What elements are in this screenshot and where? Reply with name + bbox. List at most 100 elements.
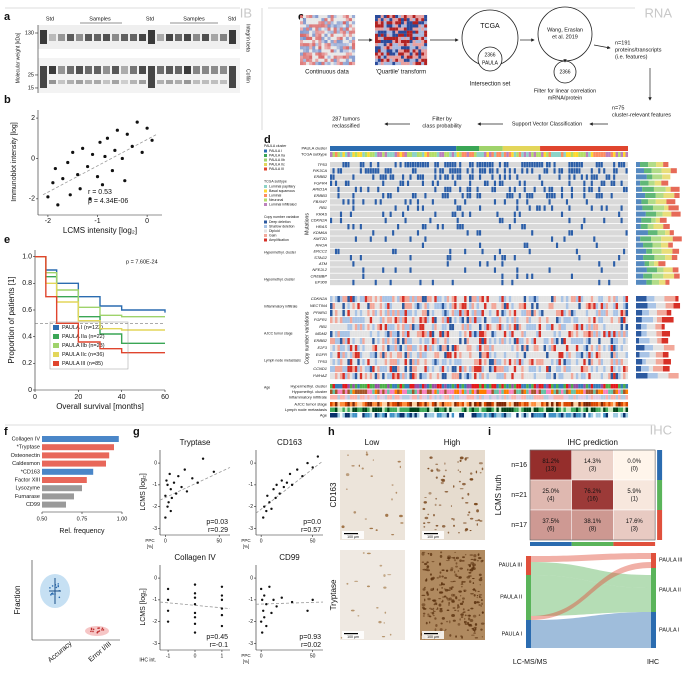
annotation-cell — [359, 395, 363, 400]
annotation-cell — [625, 389, 629, 394]
cnv-cell — [618, 303, 621, 310]
cnv-cell — [339, 331, 343, 338]
cnv-cell — [359, 352, 363, 359]
heatmap-cell — [412, 55, 416, 59]
cnv-cell — [503, 373, 507, 380]
cnv-cell — [513, 317, 517, 324]
cnv-cell — [615, 366, 619, 373]
cnv-cell — [397, 359, 400, 366]
heatmap-cell — [386, 52, 390, 56]
annotation-cell — [397, 395, 400, 400]
cnv-cell — [404, 331, 408, 338]
annotation-cell — [364, 384, 368, 389]
cnv-cell — [513, 331, 517, 338]
heatmap-cell — [395, 27, 399, 31]
mutation-cell — [459, 174, 462, 180]
annotation-cell — [491, 389, 494, 394]
legend-item: Neuronal — [269, 198, 283, 202]
cnv-cell — [464, 324, 467, 331]
heatmap-cell — [315, 61, 319, 66]
heatmap-cell — [409, 43, 413, 47]
cnv-cell — [603, 359, 606, 366]
mutation-cell — [541, 180, 544, 186]
freq-bar — [664, 296, 676, 302]
annotation-cell — [389, 384, 393, 389]
cnv-cell — [446, 296, 450, 303]
cnv-cell — [409, 345, 412, 352]
bar — [42, 444, 114, 451]
cnv-cell — [456, 324, 460, 331]
annotation-cell — [349, 389, 353, 394]
cnv-cell — [464, 352, 467, 359]
freq-bar — [659, 279, 666, 285]
step-label: Filter by — [432, 116, 452, 122]
heatmap-cell — [375, 52, 378, 56]
point — [306, 609, 309, 612]
cnv-cell — [491, 359, 494, 366]
annotation-cell — [555, 384, 559, 389]
mutation-cell — [471, 174, 474, 180]
cnv-cell — [558, 310, 561, 317]
cnv-cell — [613, 317, 616, 324]
heatmap-cell — [345, 30, 349, 34]
cnv-cell — [615, 359, 619, 366]
cnv-cell — [446, 310, 450, 317]
heatmap-cell — [377, 15, 381, 19]
stained-cell — [421, 551, 426, 554]
mutation-cell — [513, 255, 516, 261]
annotation-cell — [352, 402, 355, 407]
mutation-cell — [469, 174, 472, 180]
subtype-cell — [590, 152, 594, 157]
cnv-cell — [426, 317, 430, 324]
point — [166, 598, 170, 602]
annotation-cell — [620, 407, 624, 412]
cnv-cell — [553, 366, 557, 373]
cnv-cell — [531, 317, 534, 324]
cnv-cell — [456, 303, 460, 310]
heatmap-cell — [330, 21, 334, 25]
cnv-cell — [429, 296, 432, 303]
mutation-cell — [605, 205, 608, 211]
cnv-cell — [511, 331, 514, 338]
cnv-cell — [558, 373, 561, 380]
cnv-cell — [506, 366, 509, 373]
heatmap-cell — [342, 40, 346, 44]
cnv-cell — [337, 366, 340, 373]
point — [193, 631, 197, 634]
mutation-cell — [528, 205, 531, 211]
cnv-cell — [367, 331, 370, 338]
heatmap-cell — [421, 33, 425, 37]
x-tick-label: 0 — [33, 394, 37, 401]
heatmap-cell — [403, 27, 407, 31]
freq-bar — [645, 359, 656, 365]
annotation-cell — [555, 395, 559, 400]
mutation-cell — [416, 162, 420, 168]
annotation-cell — [518, 402, 522, 407]
annotation-cell — [449, 402, 452, 407]
annotation-cell — [411, 389, 415, 394]
subtype-cell — [364, 152, 368, 157]
heatmap-cell — [342, 49, 346, 53]
heatmap-cell — [336, 49, 340, 53]
freq-bar — [661, 168, 671, 174]
cnv-cell — [615, 338, 619, 345]
band — [58, 66, 65, 74]
cnv-cell — [488, 317, 492, 324]
freq-bar — [671, 211, 681, 217]
stained-cell — [383, 622, 386, 624]
cnv-cell — [618, 296, 621, 303]
stained-cell — [431, 561, 435, 563]
subtype-cell — [506, 152, 509, 157]
subtype-cell — [347, 152, 350, 157]
cnv-cell — [362, 324, 365, 331]
legend-item: PAULA IIb — [269, 158, 285, 162]
annotation-cell — [449, 384, 452, 389]
legend-label: PAULA IIa (n=22) — [62, 334, 105, 340]
annotation-cell — [347, 389, 350, 394]
mutation-cell — [454, 180, 457, 186]
heatmap-cell — [336, 55, 340, 59]
heatmap-cell — [412, 40, 416, 44]
mutation-cell — [585, 199, 588, 205]
annotation-cell — [419, 395, 422, 400]
cnv-cell — [595, 331, 599, 338]
